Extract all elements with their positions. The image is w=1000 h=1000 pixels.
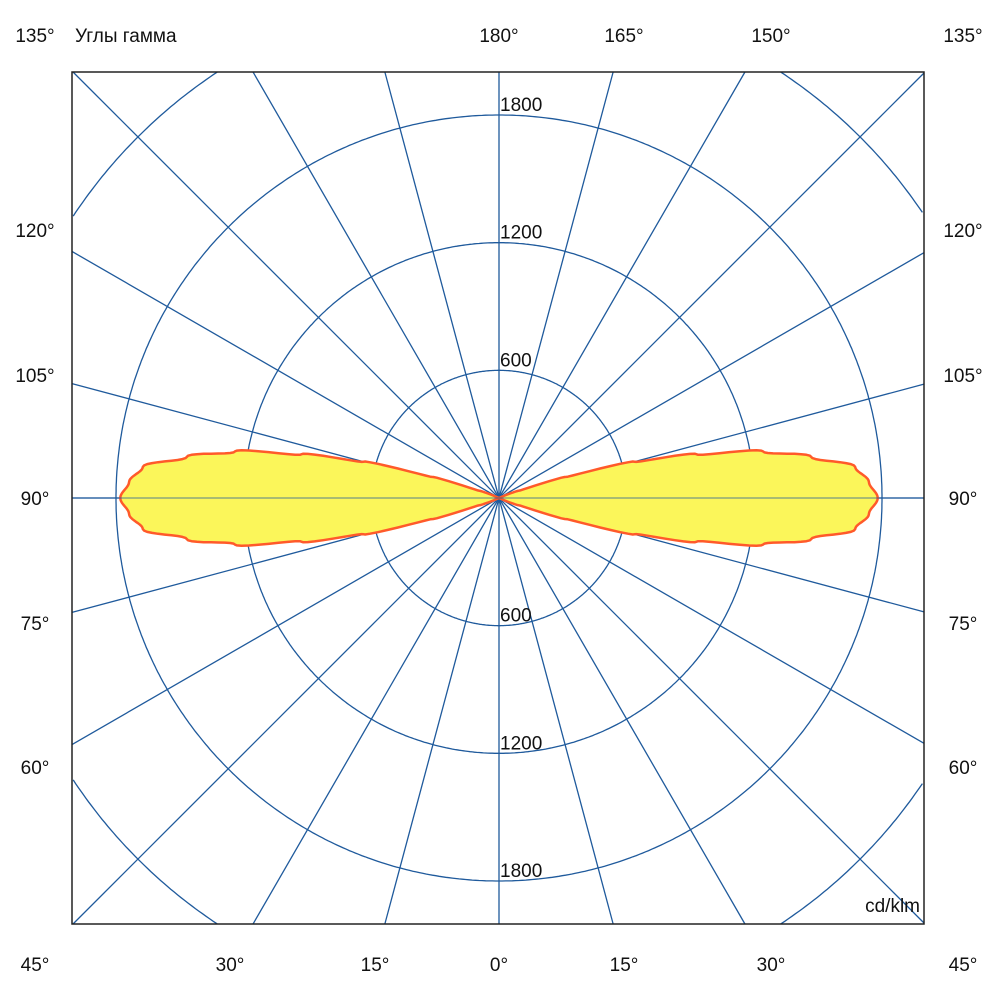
angle-label-top: 135° — [15, 26, 54, 47]
angle-label-left: 60° — [21, 758, 50, 779]
angle-label-left: 105° — [15, 366, 54, 387]
radial-tick-label-top: 1200 — [500, 223, 542, 244]
angle-label-bottom: 30° — [757, 955, 786, 976]
angle-label-right: 90° — [949, 489, 978, 510]
angle-label-right: 120° — [943, 221, 982, 242]
intensity-curve — [72, 449, 924, 547]
angle-label-top: 180° — [479, 26, 518, 47]
radial-tick-labels: 600 600 1200 1200 1800 1800 — [500, 95, 542, 882]
angle-label-top: 135° — [943, 26, 982, 47]
angle-label-left: 120° — [15, 221, 54, 242]
chart-title: Углы гамма — [75, 26, 177, 47]
unit-label: cd/klm — [865, 896, 920, 917]
angle-label-bottom: 30° — [216, 955, 245, 976]
angle-label-bottom: 0° — [490, 955, 508, 976]
radial-tick-label-bottom: 1800 — [500, 861, 542, 882]
angle-label-right: 60° — [949, 758, 978, 779]
radial-tick-label-bottom: 1200 — [500, 733, 542, 754]
radial-tick-label-top: 1800 — [500, 95, 542, 116]
angle-label-bottom: 15° — [610, 955, 639, 976]
angle-label-left: 90° — [21, 489, 50, 510]
radial-tick-label-bottom: 600 — [500, 606, 532, 627]
angle-label-bottom: 15° — [361, 955, 390, 976]
angle-label-bottom: 45° — [21, 955, 50, 976]
angle-label-right: 75° — [949, 614, 978, 635]
angle-label-right: 105° — [943, 366, 982, 387]
angle-label-left: 75° — [21, 614, 50, 635]
angle-label-top: 165° — [604, 26, 643, 47]
radial-tick-label-top: 600 — [500, 350, 532, 371]
angle-label-bottom: 45° — [949, 955, 978, 976]
angle-labels: 135° 180° 165° 150° 135° 120° 105° 90° 75° 60° 120… — [15, 26, 982, 976]
plot-frame — [71, 71, 925, 925]
angle-label-top: 150° — [751, 26, 790, 47]
